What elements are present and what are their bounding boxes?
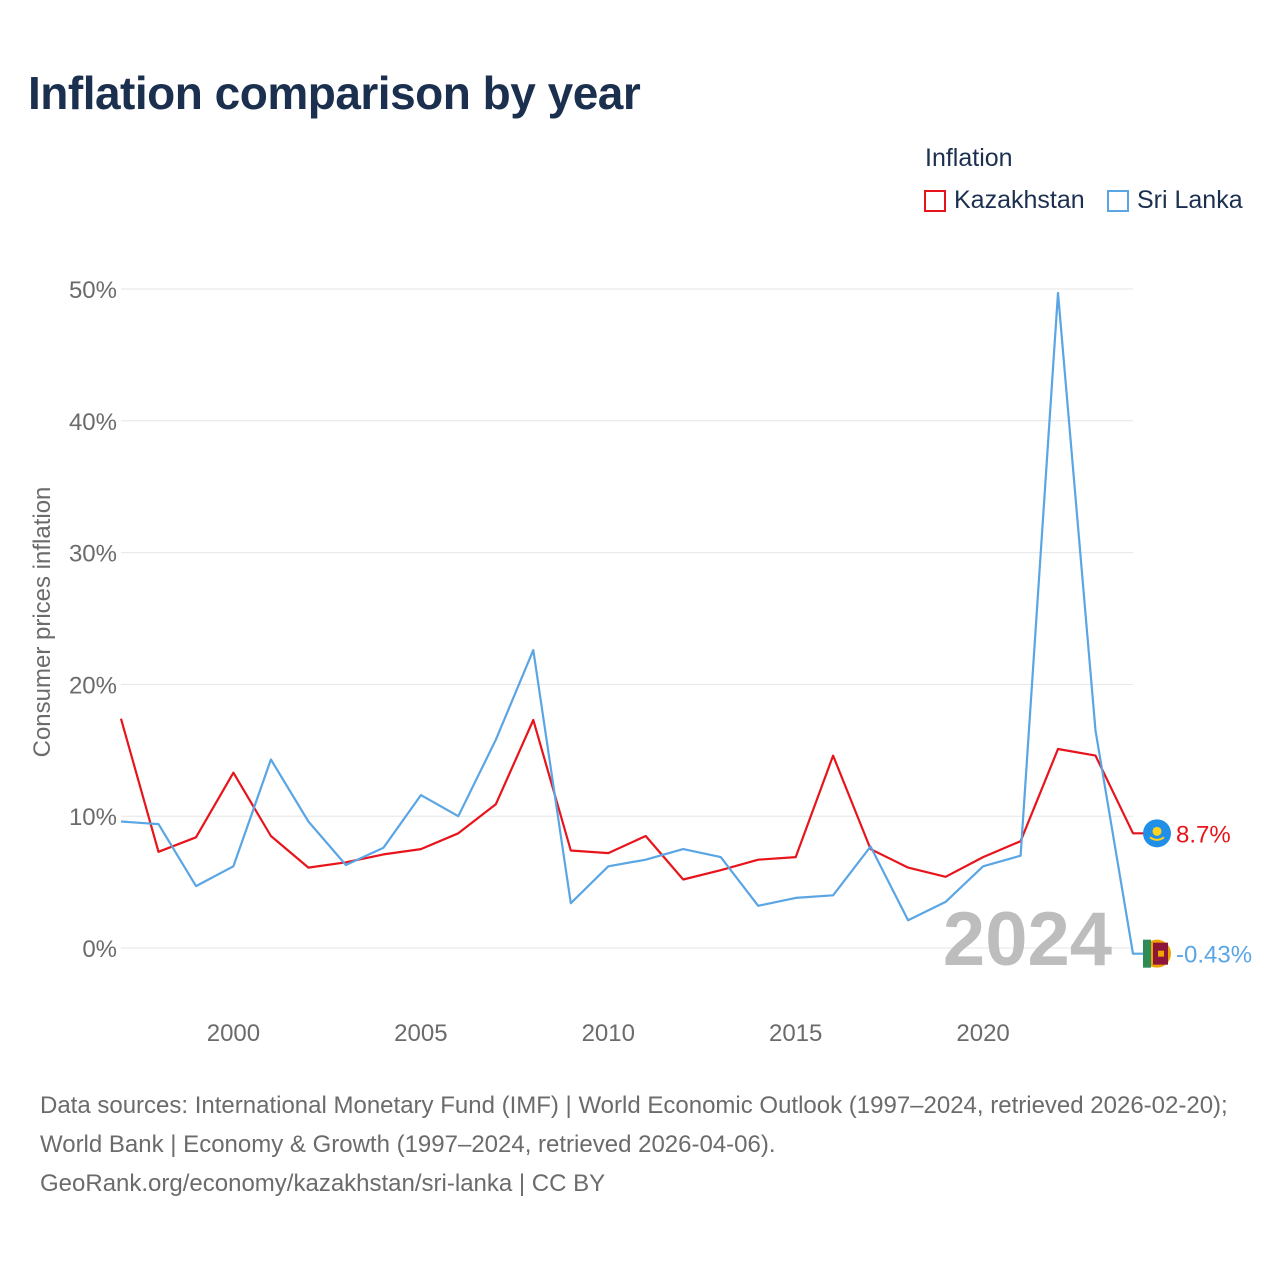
- y-tick-label: 30%: [69, 541, 117, 568]
- y-tick-label: 20%: [69, 672, 117, 699]
- flag-marker-sri-lanka: [1143, 939, 1171, 968]
- y-axis-label: Consumer prices inflation: [29, 487, 56, 758]
- legend-label-sri-lanka: Sri Lanka: [1137, 186, 1243, 214]
- flag-green-band: [1143, 939, 1151, 968]
- x-tick-label: 2020: [956, 1020, 1009, 1047]
- series-line-kazakhstan[interactable]: [119, 718, 1157, 881]
- x-tick-label: 2000: [207, 1020, 260, 1047]
- flag-lion: [1158, 950, 1164, 957]
- end-value-label-sri-lanka: -0.43%: [1176, 942, 1252, 969]
- legend-item-sri-lanka[interactable]: Sri Lanka: [1107, 186, 1243, 215]
- series-line-sri-lanka[interactable]: [120, 291, 1157, 955]
- x-tick-label: 2015: [769, 1020, 822, 1047]
- end-value-label-kazakhstan: 8.7%: [1176, 821, 1231, 848]
- legend-title: Inflation: [925, 144, 1013, 172]
- series-lines: [119, 291, 1157, 955]
- series-end-markers: 8.7% -0.43%: [1143, 819, 1252, 969]
- source-note: Data sources: International Monetary Fun…: [40, 1086, 1245, 1203]
- legend-swatch-kazakhstan: [924, 189, 946, 212]
- flag-eagle: [1149, 836, 1165, 841]
- x-tick-label: 2005: [394, 1020, 447, 1047]
- y-axis-ticks: 0% 10% 20% 30% 40% 50%: [69, 277, 117, 963]
- y-tick-label: 10%: [69, 804, 117, 831]
- x-tick-label: 2010: [582, 1020, 635, 1047]
- y-tick-label: 0%: [82, 936, 117, 963]
- legend-item-kazakhstan[interactable]: Kazakhstan: [924, 186, 1085, 215]
- y-tick-label: 50%: [69, 277, 117, 304]
- legend-swatch-sri-lanka: [1107, 189, 1129, 212]
- source-line-2: GeoRank.org/economy/kazakhstan/sri-lanka…: [40, 1170, 606, 1197]
- year-watermark: 2024: [943, 897, 1112, 982]
- flag-marker-kazakhstan: [1143, 819, 1171, 848]
- chart-title: Inflation comparison by year: [28, 67, 641, 119]
- legend-label-kazakhstan: Kazakhstan: [954, 186, 1085, 214]
- x-axis-ticks: 2000 2005 2010 2015 2020: [207, 1020, 1010, 1047]
- gridlines: [121, 288, 1133, 949]
- y-tick-label: 40%: [69, 409, 117, 436]
- flag-sun: [1152, 826, 1162, 836]
- source-line-1: Data sources: International Monetary Fun…: [40, 1092, 1228, 1158]
- line-chart: 0% 10% 20% 30% 40% 50% 2000 2005 2010 2015 2020 C…: [29, 277, 1252, 1047]
